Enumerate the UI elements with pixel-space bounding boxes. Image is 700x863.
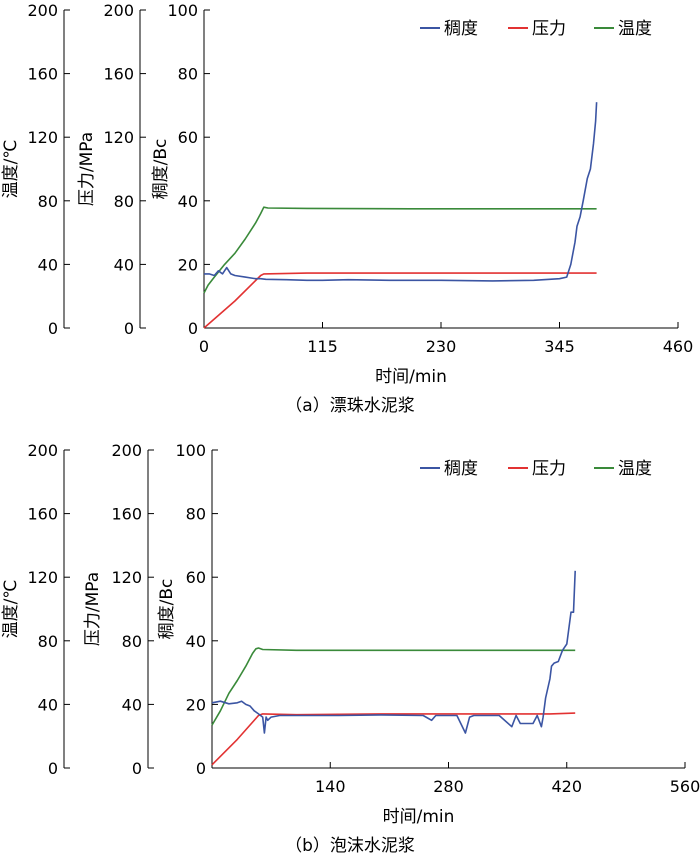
series-line-consistency — [204, 102, 598, 282]
y-tick-label: 80 — [186, 505, 206, 524]
legend-label: 温度 — [618, 19, 652, 39]
y-tick-label: 160 — [111, 505, 142, 524]
y-tick-label: 200 — [111, 441, 142, 460]
x-tick-label: 115 — [307, 337, 338, 356]
y-tick-label: 40 — [178, 192, 198, 211]
y-tick-label: 40 — [114, 255, 134, 274]
legend-label: 压力 — [532, 19, 566, 39]
x-axis-title: 时间/min — [375, 367, 447, 387]
figure-caption: （b）泡沫水泥浆 — [285, 836, 415, 856]
y-tick-label: 60 — [178, 128, 198, 147]
y-tick-label: 40 — [38, 255, 58, 274]
y-tick-label: 120 — [103, 128, 134, 147]
y-tick-label: 0 — [124, 319, 134, 338]
y-tick-label: 160 — [103, 65, 134, 84]
y-tick-label: 160 — [27, 65, 58, 84]
y-tick-label: 200 — [103, 1, 134, 20]
y-axis-title: 稠度/Bc — [151, 139, 171, 200]
x-tick-label: 140 — [315, 777, 346, 796]
figure-caption: （a）漂珠水泥浆 — [285, 396, 414, 416]
x-tick-label: 345 — [544, 337, 575, 356]
series-line-consistency — [211, 570, 576, 734]
y-tick-label: 80 — [38, 632, 58, 651]
y-tick-label: 40 — [122, 695, 142, 714]
y-axis-title: 压力/MPa — [83, 572, 103, 646]
y-tick-label: 200 — [27, 1, 58, 20]
y-tick-label: 100 — [167, 1, 198, 20]
y-tick-label: 0 — [132, 759, 142, 778]
y-tick-label: 120 — [27, 568, 58, 587]
legend-label: 压力 — [532, 459, 566, 479]
chart-a: 04080120160200温度/℃04080120160200压力/MPa02… — [1, 1, 693, 416]
y-tick-label: 40 — [38, 695, 58, 714]
y-tick-label: 0 — [188, 319, 198, 338]
series-line-temperature — [211, 647, 576, 726]
series-line-pressure — [203, 272, 597, 329]
legend-label: 稠度 — [444, 19, 478, 39]
y-tick-label: 20 — [178, 255, 198, 274]
y-tick-label: 0 — [196, 759, 206, 778]
legend-label: 温度 — [618, 459, 652, 479]
y-tick-label: 80 — [178, 65, 198, 84]
x-tick-label: 460 — [663, 337, 694, 356]
y-tick-label: 80 — [38, 192, 58, 211]
x-tick-label: 280 — [433, 777, 464, 796]
y-tick-label: 80 — [114, 192, 134, 211]
y-axis-title: 温度/℃ — [1, 140, 21, 199]
y-axis-title: 压力/MPa — [77, 132, 97, 206]
y-tick-label: 120 — [27, 128, 58, 147]
y-tick-label: 120 — [111, 568, 142, 587]
y-tick-label: 60 — [186, 568, 206, 587]
y-tick-label: 20 — [186, 695, 206, 714]
x-tick-label: 0 — [199, 337, 209, 356]
y-tick-label: 80 — [122, 632, 142, 651]
x-axis-title: 时间/min — [383, 807, 455, 827]
x-tick-label: 230 — [426, 337, 457, 356]
x-tick-label: 420 — [551, 777, 582, 796]
y-tick-label: 0 — [48, 319, 58, 338]
legend-label: 稠度 — [444, 459, 478, 479]
y-axis-title: 稠度/Bc — [157, 579, 177, 640]
series-line-temperature — [203, 206, 597, 294]
y-axis-title: 温度/℃ — [1, 580, 21, 639]
y-tick-label: 160 — [27, 505, 58, 524]
y-tick-label: 100 — [175, 441, 206, 460]
x-tick-label: 560 — [670, 777, 700, 796]
y-tick-label: 40 — [186, 632, 206, 651]
y-tick-label: 200 — [27, 441, 58, 460]
chart-b: 0 40 80 120 160 200 温度/℃ 0 40 80 120 160 200 压力/MPa 0 2… — [1, 441, 700, 856]
y-tick-label: 0 — [48, 759, 58, 778]
